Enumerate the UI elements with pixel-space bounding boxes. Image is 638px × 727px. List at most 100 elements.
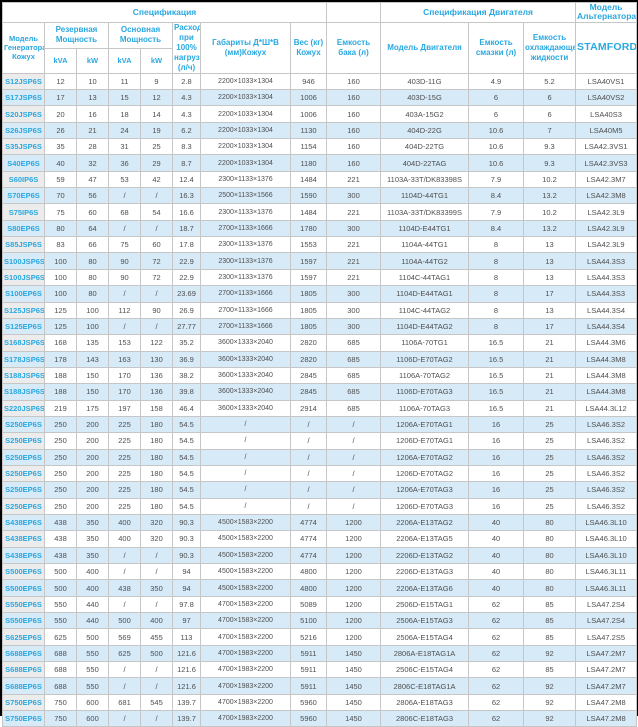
cell-standby-kw: 550 xyxy=(76,661,109,679)
cell-model[interactable]: S250EP6S xyxy=(2,497,45,515)
cell-coolant: 92 xyxy=(523,710,577,727)
cell-oil: 16.5 xyxy=(468,334,525,352)
cell-model[interactable]: S17JSP6S xyxy=(2,89,45,107)
cell-fuel: 113 xyxy=(172,628,201,646)
group-engine-specification: Спецификация Двигателя xyxy=(380,2,577,23)
cell-dims: 4500×1583×2200 xyxy=(200,513,291,532)
cell-model[interactable]: S26JSP6S xyxy=(2,121,45,140)
cell-alternator: LSA40VS2 xyxy=(575,89,638,107)
cell-engine: 2806A-E18TAG3 xyxy=(380,693,470,712)
cell-model[interactable]: S438EP6S xyxy=(2,530,45,548)
cell-fuel: 39.8 xyxy=(172,383,201,401)
col-header-standby-power: Резервная Мощность xyxy=(44,21,109,49)
table-row: S20JSP6S 20 16 18 14 4.3 2200×1033×1304 1006 160… xyxy=(2,105,638,123)
cell-model[interactable]: S688EP6S xyxy=(2,661,45,679)
cell-model[interactable]: S125EP6S xyxy=(2,317,45,336)
cell-tank: 685 xyxy=(326,383,382,401)
cell-model[interactable]: S168JSP6S xyxy=(2,334,45,352)
cell-standby-kva: 500 xyxy=(44,562,77,581)
cell-model[interactable]: S500EP6S xyxy=(2,579,45,597)
cell-engine: 1206D-E70TAG2 xyxy=(380,464,470,483)
cell-prime-kw: / xyxy=(140,317,173,336)
cell-alternator: LSA44.3M8 xyxy=(575,366,638,385)
col-header-tank-capacity: Емкость бака (л) xyxy=(326,21,382,74)
cell-coolant: 6 xyxy=(523,89,577,107)
cell-model[interactable]: S188JSP6S xyxy=(2,383,45,401)
cell-prime-kva: 225 xyxy=(108,497,141,515)
cell-model[interactable]: S100JSP6S xyxy=(2,252,45,270)
cell-model[interactable]: S85JSP6S xyxy=(2,236,45,254)
cell-model[interactable]: S250EP6S xyxy=(2,481,45,499)
cell-tank: 300 xyxy=(326,317,382,336)
cell-prime-kw: 25 xyxy=(140,138,173,156)
cell-model[interactable]: S500EP6S xyxy=(2,562,45,581)
cell-prime-kw: / xyxy=(140,285,173,303)
cell-prime-kva: / xyxy=(108,317,141,336)
cell-model[interactable]: S438EP6S xyxy=(2,513,45,532)
cell-tank: 1450 xyxy=(326,693,382,712)
cell-standby-kva: 26 xyxy=(44,121,77,140)
cell-model[interactable]: S40EP6S xyxy=(2,154,45,172)
cell-model[interactable]: S688EP6S xyxy=(2,677,45,695)
cell-alternator: LSA44.3S4 xyxy=(575,301,638,319)
cell-weight: 4774 xyxy=(289,546,328,565)
cell-alternator: LSA42.3M8 xyxy=(575,187,638,205)
cell-coolant: 13 xyxy=(523,301,577,319)
cell-tank: 1200 xyxy=(326,628,382,646)
cell-model[interactable]: S550EP6S xyxy=(2,595,45,614)
cell-model[interactable]: S100JSP6S xyxy=(2,268,45,287)
cell-model[interactable]: S125JSP6S xyxy=(2,301,45,319)
cell-model[interactable]: S750EP6S xyxy=(2,710,45,727)
cell-model[interactable]: S688EP6S xyxy=(2,644,45,663)
cell-model[interactable]: S220JSP6S xyxy=(2,399,45,417)
cell-prime-kw: 29 xyxy=(140,154,173,172)
cell-model[interactable]: S188JSP6S xyxy=(2,366,45,385)
cell-oil: 8 xyxy=(468,236,525,254)
cell-standby-kw: 440 xyxy=(76,595,109,614)
cell-dims: 2200×1033×1304 xyxy=(200,105,291,123)
cell-model[interactable]: S625EP6S xyxy=(2,628,45,646)
cell-prime-kw: 9 xyxy=(140,72,173,91)
cell-oil: 7.9 xyxy=(468,203,525,221)
cell-oil: 7.9 xyxy=(468,170,525,189)
cell-model[interactable]: S100EP6S xyxy=(2,285,45,303)
cell-model[interactable]: S438EP6S xyxy=(2,546,45,565)
cell-alternator: LSA46.3L11 xyxy=(575,579,638,597)
cell-prime-kw: 54 xyxy=(140,203,173,221)
cell-oil: 62 xyxy=(468,693,525,712)
cell-standby-kw: 60 xyxy=(76,203,109,221)
cell-weight: 4800 xyxy=(289,562,328,581)
cell-oil: 16.5 xyxy=(468,366,525,385)
cell-tank: 1200 xyxy=(326,612,382,630)
cell-prime-kw: 158 xyxy=(140,399,173,417)
cell-prime-kw: 42 xyxy=(140,170,173,189)
cell-oil: 62 xyxy=(468,710,525,727)
cell-model[interactable]: S20JSP6S xyxy=(2,105,45,123)
cell-alternator: LSA42.3M7 xyxy=(575,170,638,189)
cell-model[interactable]: S250EP6S xyxy=(2,415,45,434)
cell-model[interactable]: S250EP6S xyxy=(2,448,45,466)
cell-model[interactable]: S12JSP6S xyxy=(2,72,45,91)
table-row: S40EP6S 40 32 36 29 8.7 2200×1033×1304 1180 160 4… xyxy=(2,154,638,172)
cell-model[interactable]: S80EP6S xyxy=(2,219,45,238)
cell-alternator: LSA44.3S4 xyxy=(575,317,638,336)
cell-standby-kw: 200 xyxy=(76,432,109,450)
cell-standby-kw: 47 xyxy=(76,170,109,189)
cell-model[interactable]: S70EP6S xyxy=(2,187,45,205)
col-header-fuel-consumption: Расход при 100% нагрузке (л/ч) xyxy=(172,21,201,74)
cell-model[interactable]: S75IP6S xyxy=(2,203,45,221)
cell-model[interactable]: S60IP6S xyxy=(2,170,45,189)
cell-engine: 1103A-33T/DK83399S xyxy=(380,203,470,221)
cell-oil: 6 xyxy=(468,105,525,123)
cell-engine: 1104D-E44TAG2 xyxy=(380,317,470,336)
cell-model[interactable]: S178JSP6S xyxy=(2,350,45,368)
cell-model[interactable]: S750EP6S xyxy=(2,693,45,712)
cell-prime-kva: 11 xyxy=(108,72,141,91)
cell-model[interactable]: S35JSP6S xyxy=(2,138,45,156)
cell-standby-kva: 550 xyxy=(44,612,77,630)
cell-model[interactable]: S550EP6S xyxy=(2,612,45,630)
cell-model[interactable]: S250EP6S xyxy=(2,464,45,483)
cell-alternator: LSA44.3L12 xyxy=(575,399,638,417)
cell-coolant: 92 xyxy=(523,644,577,663)
cell-model[interactable]: S250EP6S xyxy=(2,432,45,450)
